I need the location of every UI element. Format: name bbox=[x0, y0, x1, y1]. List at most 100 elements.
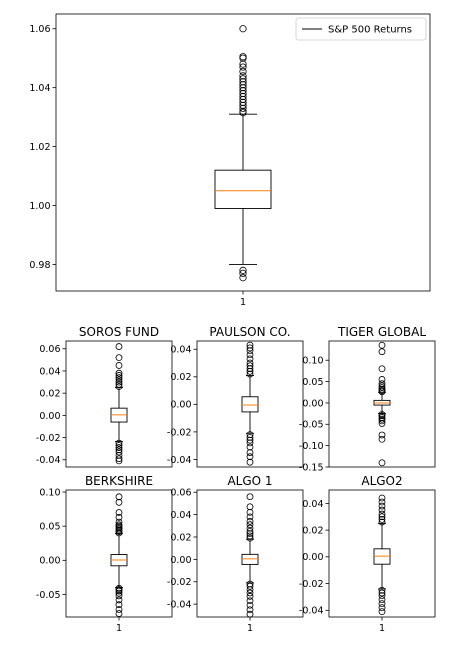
outlier-point bbox=[378, 502, 386, 510]
outlier-point bbox=[246, 449, 254, 456]
outlier-point bbox=[246, 344, 254, 352]
outlier-point bbox=[378, 459, 386, 467]
y-tick-label: -0.02 bbox=[299, 579, 324, 590]
x-tick-label: 1 bbox=[116, 623, 122, 634]
outlier-point bbox=[115, 521, 123, 529]
outlier-point bbox=[246, 367, 254, 375]
legend: S&P 500 Returns bbox=[295, 17, 427, 41]
outlier-point bbox=[115, 513, 123, 521]
outlier-point bbox=[378, 506, 386, 514]
outlier-point bbox=[239, 63, 247, 71]
outlier-point bbox=[239, 75, 247, 83]
y-tick-label: -0.05 bbox=[299, 420, 324, 431]
outlier-point bbox=[246, 355, 254, 363]
outlier-point bbox=[239, 84, 247, 92]
outlier-point bbox=[115, 610, 123, 617]
outlier-point bbox=[239, 53, 247, 61]
outlier-point bbox=[115, 589, 123, 597]
outlier-point bbox=[246, 534, 254, 542]
outlier-point bbox=[246, 453, 254, 461]
outlier-point bbox=[115, 587, 123, 595]
outlier-point bbox=[239, 89, 247, 98]
legend-frame bbox=[295, 17, 427, 41]
y-tick-label: -0.10 bbox=[299, 441, 324, 452]
outlier-point bbox=[246, 524, 254, 532]
outlier-point bbox=[246, 606, 254, 614]
y-tick-label: -0.02 bbox=[167, 577, 192, 588]
chart-panel: -0.04 -0.02 0.00 0.02 0.04 1 ALGO2 bbox=[299, 474, 436, 634]
outlier-point bbox=[378, 518, 386, 526]
y-tick-label: 0.00 bbox=[39, 556, 60, 567]
y-tick-label: 0.02 bbox=[170, 372, 191, 383]
outlier-point bbox=[378, 589, 386, 597]
y-tick-label: -0.04 bbox=[167, 455, 192, 466]
y-tick-label: 0.10 bbox=[39, 487, 60, 498]
outlier-point bbox=[115, 378, 123, 386]
y-tick-label: 1.04 bbox=[29, 83, 50, 94]
outlier-point bbox=[246, 530, 254, 538]
outlier-point bbox=[246, 370, 254, 378]
outlier-point bbox=[378, 498, 386, 506]
outlier-point bbox=[239, 101, 247, 109]
y-tick-label: -0.04 bbox=[167, 600, 192, 611]
outlier-point bbox=[115, 439, 123, 447]
outlier-point bbox=[246, 362, 254, 370]
outlier-point bbox=[115, 606, 123, 613]
outlier-point bbox=[115, 518, 123, 526]
outlier-point bbox=[246, 586, 254, 593]
outlier-point bbox=[115, 354, 123, 362]
outlier-point bbox=[115, 448, 123, 456]
y-tick-label: 0.98 bbox=[29, 260, 50, 271]
outlier-point bbox=[246, 597, 254, 605]
outlier-point bbox=[378, 365, 386, 373]
x-tick-label: 1 bbox=[240, 297, 246, 308]
outlier-point bbox=[115, 457, 123, 465]
outlier-point bbox=[246, 341, 254, 349]
outlier-point bbox=[378, 348, 386, 356]
outlier-point bbox=[378, 600, 386, 608]
y-tick-label: 0.04 bbox=[170, 345, 191, 356]
y-tick-label: -0.04 bbox=[36, 455, 61, 466]
outlier-point bbox=[115, 596, 123, 604]
y-tick-label: 1.00 bbox=[29, 201, 50, 212]
iqr-box bbox=[241, 396, 259, 413]
chart-panel: -0.05 0.00 0.05 0.10 1 BERKSHIRE bbox=[36, 474, 173, 634]
outlier-point bbox=[246, 589, 254, 597]
outlier-point bbox=[378, 384, 386, 391]
outlier-point bbox=[378, 510, 386, 518]
outlier-point bbox=[246, 458, 254, 466]
outlier-point bbox=[239, 266, 247, 274]
outlier-point bbox=[115, 451, 123, 459]
y-tick-label: 0.05 bbox=[39, 522, 60, 533]
outlier-point bbox=[246, 433, 254, 441]
x-tick-label: 1 bbox=[379, 623, 385, 634]
outlier-point bbox=[378, 420, 386, 427]
outlier-point bbox=[246, 365, 254, 372]
y-tick-label: 1.02 bbox=[29, 142, 50, 153]
outlier-point bbox=[378, 431, 386, 439]
outlier-point bbox=[115, 380, 123, 388]
chart-panel: -0.04 -0.02 0.00 0.02 0.04 0.06 SOROS FUND bbox=[36, 325, 173, 468]
outlier-point bbox=[239, 269, 247, 277]
outlier-point bbox=[246, 580, 254, 588]
outlier-point bbox=[378, 376, 386, 383]
outlier-point bbox=[246, 359, 254, 367]
outlier-point bbox=[115, 441, 123, 449]
outlier-point bbox=[378, 596, 386, 604]
outlier-point bbox=[115, 509, 123, 516]
outlier-point bbox=[378, 341, 386, 349]
outlier-point bbox=[246, 513, 254, 521]
outlier-point bbox=[246, 503, 254, 511]
outlier-point bbox=[115, 376, 123, 384]
outlier-point bbox=[239, 25, 247, 33]
outlier-point bbox=[115, 455, 123, 463]
y-tick-label: -0.04 bbox=[299, 606, 324, 617]
plot-frame bbox=[328, 340, 436, 468]
outlier-point bbox=[246, 443, 254, 451]
chart-title: PAULSON CO. bbox=[209, 325, 290, 339]
outlier-point bbox=[246, 508, 254, 516]
outlier-point bbox=[246, 351, 254, 359]
outlier-point bbox=[378, 382, 386, 390]
outlier-point bbox=[115, 369, 123, 377]
